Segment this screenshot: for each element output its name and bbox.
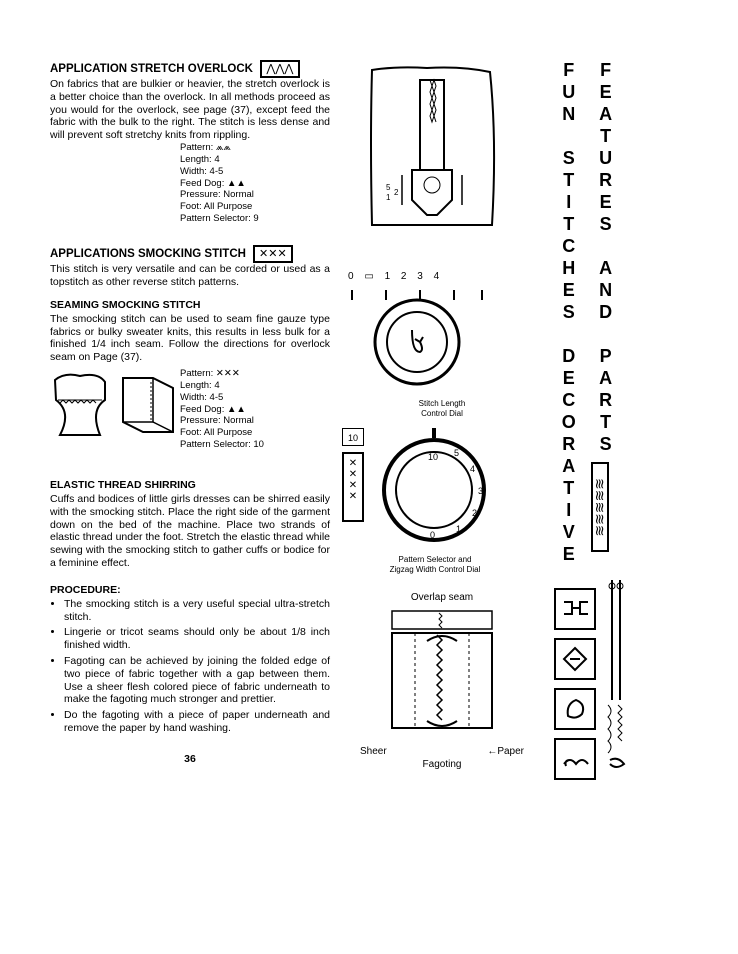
spec2-width: Width: 4-5	[180, 392, 330, 404]
section-procedure: PROCEDURE: The smocking stitch is a very…	[50, 584, 330, 735]
thumb-stitch-3	[554, 688, 596, 730]
thumb-stitch-4	[554, 738, 596, 780]
body-seaming: The smocking stitch can be used to seam …	[50, 313, 330, 364]
decorative-stitch-strip: ≋≋≋≋≋	[591, 462, 609, 552]
spec2-foot: Foot: All Purpose	[180, 427, 330, 439]
specs-overlock: Pattern: ⩕⩕ Length: 4 Width: 4-5 Feed Do…	[180, 142, 330, 225]
selector-number-box: 10	[342, 428, 364, 446]
body-smocking: This stitch is very versatile and can be…	[50, 263, 330, 289]
page-number: 36	[50, 753, 330, 765]
svg-text:5: 5	[454, 448, 459, 458]
paper-label: ←Paper	[487, 746, 524, 757]
stitch-length-caption: Stitch Length Control Dial	[342, 399, 542, 418]
heading-procedure: PROCEDURE:	[50, 584, 330, 596]
pattern-selector-caption: Pattern Selector and Zigzag Width Contro…	[370, 555, 500, 574]
procedure-item: Do the fagoting with a piece of paper un…	[64, 709, 330, 735]
needle-strip-icon	[604, 580, 630, 780]
stitch-icon-smocking: ✕✕✕	[253, 245, 293, 263]
stitch-length-dial	[342, 282, 492, 392]
spec-width: Width: 4-5	[180, 166, 330, 178]
procedure-item: The smocking stitch is a very useful spe…	[64, 598, 330, 624]
spec2-length: Length: 4	[180, 380, 330, 392]
pattern-selector-dial: 10 5 4 3 2 1 0	[370, 428, 500, 548]
heading-seaming: SEAMING SMOCKING STITCH	[50, 299, 330, 311]
sheer-label: Sheer	[360, 746, 387, 757]
svg-text:1: 1	[456, 524, 461, 534]
spec-pattern: Pattern: ⩕⩕	[180, 142, 330, 154]
spec-foot: Foot: All Purpose	[180, 201, 330, 213]
body-shirring: Cuffs and bodices of little girls dresse…	[50, 493, 330, 570]
spec-length: Length: 4	[180, 154, 330, 166]
procedure-item: Fagoting can be achieved by joining the …	[64, 655, 330, 706]
svg-text:0: 0	[430, 530, 435, 540]
section-shirring: ELASTIC THREAD SHIRRING Cuffs and bodice…	[50, 479, 330, 570]
spec-selector: Pattern Selector: 9	[180, 213, 330, 225]
spec2-selector: Pattern Selector: 10	[180, 439, 330, 451]
fagoting-label: Fagoting	[342, 759, 542, 770]
spec-feeddog: Feed Dog: ▲▲	[180, 178, 330, 190]
sketch-garment-icon	[50, 370, 110, 440]
overlap-seam-label: Overlap seam	[342, 592, 542, 603]
section-seaming: SEAMING SMOCKING STITCH The smocking sti…	[50, 299, 330, 451]
spec-pressure: Pressure: Normal	[180, 189, 330, 201]
svg-text:5: 5	[386, 183, 391, 192]
stitch-sample-strip: ✕✕✕✕	[342, 452, 364, 522]
vtext-features-parts: FEATURES AND PARTS	[591, 60, 620, 456]
heading-smocking: APPLICATIONS SMOCKING STITCH	[50, 248, 246, 260]
vtext-fun-stitches: FUN STITCHES DECORATIVE	[554, 60, 583, 566]
specs-seaming: Pattern: ✕✕✕ Length: 4 Width: 4-5 Feed D…	[180, 368, 330, 451]
spec2-feeddog: Feed Dog: ▲▲	[180, 404, 330, 416]
svg-text:2: 2	[472, 508, 477, 518]
heading-stretch-overlock: APPLICATION STRETCH OVERLOCK	[50, 63, 253, 75]
svg-text:10: 10	[428, 452, 438, 462]
dial-scale-labels: 0 ▭ 1 2 3 4	[348, 271, 542, 282]
thumb-stitch-1	[554, 588, 596, 630]
vertical-title-block: FUN STITCHES DECORATIVE FEATURES AND PAR…	[554, 60, 684, 566]
svg-text:4: 4	[470, 464, 475, 474]
presser-foot-diagram: 5 1 2	[342, 60, 512, 240]
spec2-pressure: Pressure: Normal	[180, 415, 330, 427]
fagoting-diagram	[367, 603, 517, 743]
section-stretch-overlock: APPLICATION STRETCH OVERLOCK ⋀⋀⋀ On fabr…	[50, 60, 330, 225]
svg-text:3: 3	[478, 486, 483, 496]
section-smocking: APPLICATIONS SMOCKING STITCH ✕✕✕ This st…	[50, 245, 330, 289]
procedure-item: Lingerie or tricot seams should only be …	[64, 626, 330, 652]
thumb-stitch-2	[554, 638, 596, 680]
heading-shirring: ELASTIC THREAD SHIRRING	[50, 479, 330, 491]
procedure-list: The smocking stitch is a very useful spe…	[50, 598, 330, 735]
sketch-fold-icon	[118, 370, 178, 440]
body-stretch-overlock: On fabrics that are bulkier or heavier, …	[50, 78, 330, 142]
stitch-icon-overlock: ⋀⋀⋀	[260, 60, 300, 78]
svg-text:2: 2	[394, 188, 399, 197]
spec2-pattern: Pattern: ✕✕✕	[180, 368, 330, 380]
svg-text:1: 1	[386, 193, 391, 202]
